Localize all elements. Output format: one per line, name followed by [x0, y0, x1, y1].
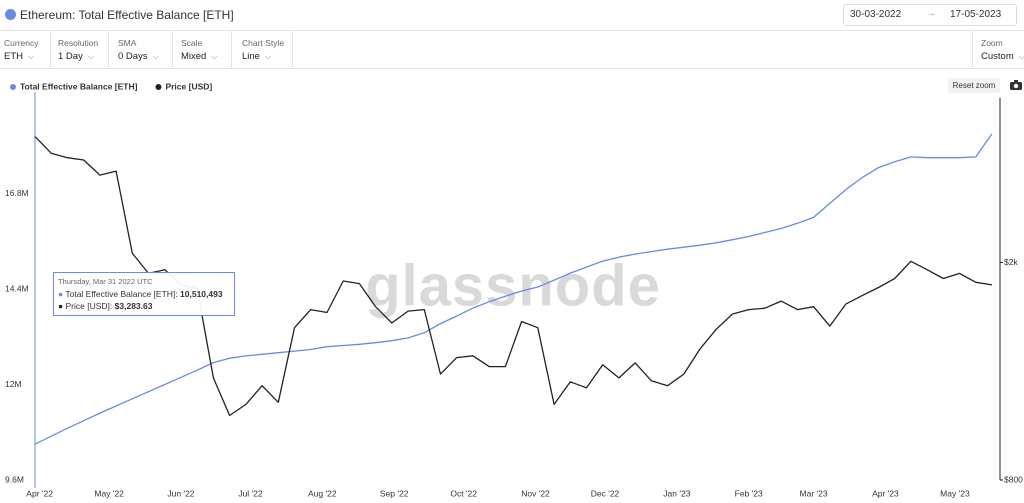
x-tick-label: Aug '22: [308, 488, 337, 498]
camera-icon[interactable]: [1010, 80, 1022, 90]
control-value[interactable]: Custom ⌵: [981, 51, 1024, 62]
watermark: glassnode: [365, 253, 661, 318]
control-label: Currency: [4, 38, 39, 48]
header: Ethereum: Total Effective Balance [ETH] …: [0, 0, 1024, 31]
legend-label: Price [USD]: [165, 81, 212, 91]
x-tick-label: Jan '23: [663, 488, 690, 498]
control-value-text: 1 Day: [58, 51, 83, 62]
x-tick-label: Mar '23: [800, 488, 828, 498]
legend-marker: [10, 84, 16, 90]
tooltip-label: Total Effective Balance [ETH]:: [65, 289, 178, 299]
y-tick-label: 14.4M: [5, 283, 29, 293]
control-value[interactable]: 1 Day ⌵: [58, 51, 94, 62]
x-tick-label: Jun '22: [167, 488, 194, 498]
control-value[interactable]: ETH ⌵: [4, 51, 35, 62]
x-tick-label: Oct '22: [450, 488, 477, 498]
date-to[interactable]: 17-05-2023: [950, 9, 1002, 20]
series-line: [34, 133, 993, 445]
y2-tick-label: $2k: [1004, 257, 1018, 267]
control-value-text: ETH: [4, 51, 23, 62]
x-tick-label: Sep '22: [380, 488, 409, 498]
control-label: Chart Style: [242, 38, 285, 48]
control[interactable]: Currency ETH ⌵: [0, 31, 51, 68]
control[interactable]: Chart Style Line ⌵: [238, 31, 293, 68]
date-from[interactable]: 30-03-2022: [850, 9, 902, 20]
reset-zoom-button[interactable]: Reset zoom: [948, 78, 1000, 93]
legend-label: Total Effective Balance [ETH]: [20, 81, 138, 91]
x-tick-label: Apr '23: [872, 488, 899, 498]
control-value-text: 0 Days: [118, 51, 148, 62]
y2-tick-label: $800: [1004, 474, 1023, 484]
tooltip-value: $3,283.63: [114, 301, 153, 311]
asset-icon: [5, 9, 16, 20]
x-tick-label: Feb '23: [735, 488, 763, 498]
control[interactable]: Zoom Custom ⌵: [972, 31, 1024, 68]
y-tick-label: 12M: [5, 379, 22, 389]
control-label: Resolution: [58, 38, 99, 48]
control[interactable]: SMA 0 Days ⌵: [114, 31, 173, 68]
control-value[interactable]: Mixed ⌵: [181, 51, 218, 62]
tooltip-label: Price [USD]:: [65, 301, 113, 311]
tooltip-row: ● Price [USD]: $3,283.63: [58, 301, 153, 311]
control-label: SMA: [118, 38, 137, 48]
control-value[interactable]: 0 Days ⌵: [118, 51, 159, 62]
control-label: Scale: [181, 38, 203, 48]
x-tick-label: Apr '22: [26, 488, 53, 498]
x-tick-label: May '22: [94, 488, 124, 498]
x-tick-label: Nov '22: [521, 488, 550, 498]
y-tick-label: 9.6M: [5, 474, 24, 484]
arrow: →: [926, 8, 936, 19]
y-tick-label: 16.8M: [5, 188, 29, 198]
control[interactable]: Scale Mixed ⌵: [177, 31, 232, 68]
x-tick-label: Dec '22: [591, 488, 620, 498]
date-range[interactable]: 30-03-2022 → 17-05-2023: [843, 4, 1017, 26]
chart-title: Ethereum: Total Effective Balance [ETH]: [20, 8, 234, 22]
control-value-text: Line: [242, 51, 260, 62]
x-tick-label: May '23: [940, 488, 970, 498]
legend-marker: [155, 84, 162, 90]
x-tick-label: Jul '22: [238, 488, 263, 498]
control-value[interactable]: Line ⌵: [242, 51, 272, 62]
tooltip-value: 10,510,493: [180, 289, 223, 299]
toolbar: Currency ETH ⌵ Resolution 1 Day ⌵ SMA 0 Days ⌵…: [0, 31, 1024, 69]
tooltip-date: Thursday, Mar 31 2022 UTC: [58, 277, 153, 286]
tooltip-row: ● Total Effective Balance [ETH]: 10,510,…: [58, 289, 223, 299]
control-value-text: Custom: [981, 51, 1014, 62]
control-value-text: Mixed: [181, 51, 207, 62]
control-label: Zoom: [981, 38, 1003, 48]
tooltip: Thursday, Mar 31 2022 UTC ● Total Effect…: [53, 272, 235, 316]
control[interactable]: Resolution 1 Day ⌵: [54, 31, 109, 68]
